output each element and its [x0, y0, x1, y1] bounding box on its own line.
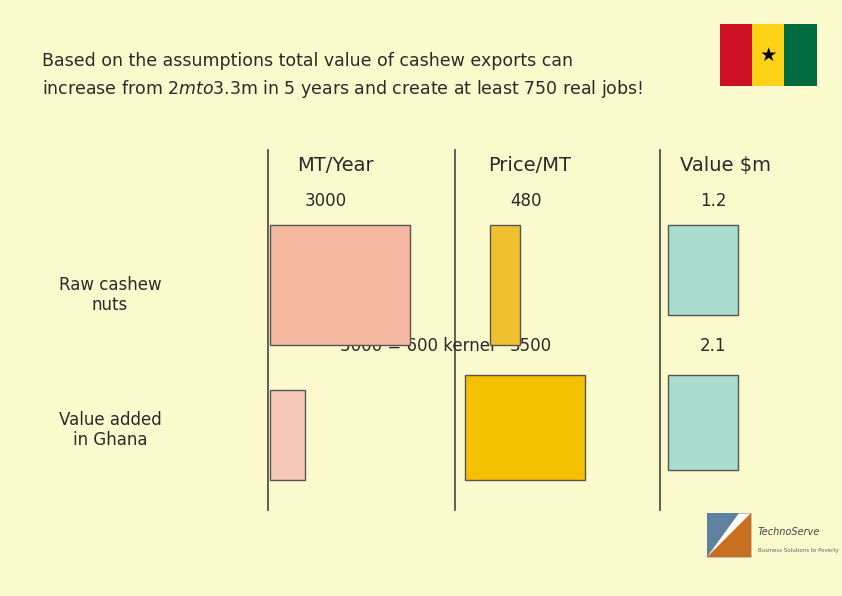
- Bar: [465, 375, 585, 480]
- Bar: [490, 225, 520, 345]
- Polygon shape: [707, 513, 739, 557]
- Text: Based on the assumptions total value of cashew exports can: Based on the assumptions total value of …: [42, 52, 573, 70]
- Text: Value $m: Value $m: [679, 156, 770, 175]
- Text: 1.2: 1.2: [700, 192, 727, 210]
- Text: 3500: 3500: [510, 337, 552, 355]
- Text: Raw cashew
nuts: Raw cashew nuts: [59, 275, 162, 315]
- Polygon shape: [707, 513, 752, 557]
- Text: 15: 15: [720, 543, 739, 558]
- Bar: [752, 24, 785, 86]
- Text: MT/Year: MT/Year: [296, 156, 373, 175]
- Text: 2.1: 2.1: [700, 337, 727, 355]
- Bar: [707, 513, 752, 557]
- Text: ★: ★: [759, 46, 777, 64]
- Bar: [720, 24, 752, 86]
- Text: Value added
in Ghana: Value added in Ghana: [59, 411, 162, 449]
- Bar: [785, 24, 817, 86]
- Bar: [270, 390, 305, 480]
- Text: Business Solutions to Poverty: Business Solutions to Poverty: [758, 548, 839, 553]
- Bar: [668, 375, 738, 470]
- Text: 480: 480: [510, 192, 541, 210]
- Text: increase from $2m to $3.3m in 5 years and create at least 750 real jobs!: increase from $2m to $3.3m in 5 years an…: [42, 78, 643, 100]
- Text: TechnoServe: TechnoServe: [758, 527, 820, 537]
- Text: 3000: 3000: [305, 192, 347, 210]
- Bar: [668, 225, 738, 315]
- Text: Price/MT: Price/MT: [488, 156, 572, 175]
- Bar: [270, 225, 410, 345]
- Text: 3000 = 600 kernel: 3000 = 600 kernel: [340, 337, 494, 355]
